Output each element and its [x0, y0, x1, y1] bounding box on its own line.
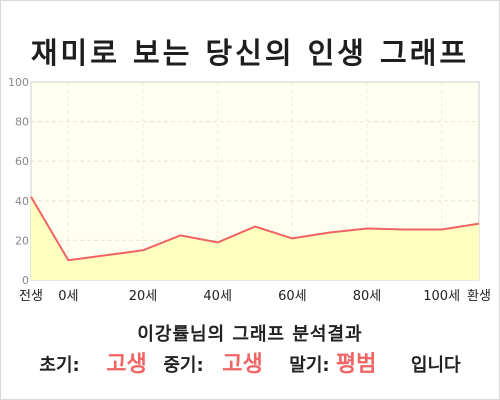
series-line	[30, 196, 480, 262]
area-fill	[31, 196, 479, 280]
y-tick-label: 80	[15, 116, 29, 129]
x-tick-label: 0세	[58, 289, 78, 304]
analysis-result: 초기: 고생 중기: 고생 말기: 평범 입니다	[0, 346, 500, 378]
ending-text: 입니다	[410, 355, 461, 376]
x-tick-label: 80세	[353, 289, 382, 304]
series-layer	[30, 196, 480, 280]
chart-title: 재미로 보는 당신의 인생 그래프	[30, 36, 470, 70]
late-value: 평범	[335, 352, 377, 377]
x-tick-label: 환생	[467, 289, 491, 304]
x-tick-label: 전생	[19, 289, 43, 304]
y-axis-ticks: 0 20 40 60 80 100	[8, 76, 29, 287]
y-tick-label: 100	[8, 76, 29, 89]
early-value: 고생	[106, 352, 147, 377]
y-tick-label: 60	[15, 155, 29, 168]
early-label: 초기:	[39, 355, 80, 376]
y-tick-label: 40	[15, 195, 29, 208]
x-axis-ticks: 전생 0세 20세 40세 60세 80세 100세 환생	[19, 289, 491, 304]
mid-label: 중기:	[163, 355, 204, 376]
mid-value: 고생	[222, 352, 263, 377]
x-tick-label: 60세	[278, 289, 307, 304]
analysis-summary: 이강률님의 그래프 분석결과	[137, 324, 363, 345]
late-label: 말기:	[289, 355, 330, 376]
y-tick-label: 20	[15, 234, 29, 247]
x-tick-label: 40세	[203, 289, 232, 304]
life-graph-chart: 0 20 40 60 80 100 전생 0세 20세 40세 60세 80세 100세 환생	[8, 76, 491, 304]
x-tick-label: 100세	[423, 289, 460, 304]
y-tick-label: 0	[22, 274, 29, 287]
x-tick-label: 20세	[129, 289, 158, 304]
